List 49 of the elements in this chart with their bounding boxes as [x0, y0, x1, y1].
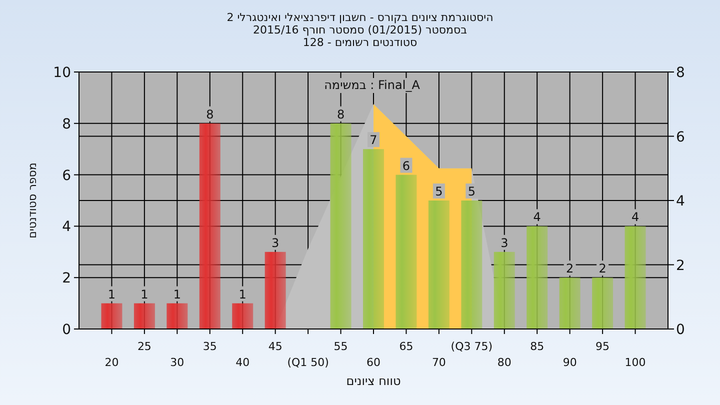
x-tick-label: 95 [596, 340, 610, 353]
y2-tick-label: 0 [676, 322, 685, 338]
data-label: 3 [272, 236, 280, 250]
y2-tick-label: 4 [676, 194, 685, 210]
data-label: 1 [173, 287, 181, 302]
x-tick-label: 25 [137, 340, 152, 353]
y-tick-label: 0 [62, 322, 71, 338]
x-tick-label: 35 [202, 340, 217, 353]
annotation: במשימה : Final_A [324, 78, 421, 92]
x-tick-label: 90 [562, 356, 577, 369]
data-label: 7 [370, 133, 378, 148]
y-tick-label: 4 [62, 219, 72, 236]
chart-subtitle: בסמסטר (01/2015) סמסטר חורף 2015/16 סטודנטים רשומים - 128 [253, 24, 467, 49]
x-tick-label: 20 [104, 356, 119, 369]
y2-tick-label: 8 [676, 65, 685, 81]
x-tick-label: 55 [334, 340, 348, 353]
data-label: 8 [336, 107, 345, 122]
y-tick-label: 10 [53, 65, 71, 81]
y-tick-label: 8 [62, 116, 71, 132]
x-axis-title: טווח ציונים [346, 374, 401, 388]
x-tick-label: 30 [170, 356, 184, 369]
x-tick-label: 85 [530, 340, 544, 353]
x-tick-label: 45 [268, 340, 282, 353]
data-label: 2 [598, 262, 606, 276]
x-tick-label: 80 [497, 356, 512, 369]
data-label: 1 [238, 287, 246, 302]
data-label: 1 [108, 287, 116, 302]
data-label: 3 [500, 236, 508, 250]
y-axis-title: מספר סטודנטים [26, 162, 39, 238]
x-tick-label: 70 [432, 356, 446, 369]
data-label: 1 [140, 287, 148, 302]
x-tick-label: 40 [236, 356, 250, 369]
chart-title: היסטוגרמת ציונים בקורס - חשבון דיפרנציאלי ואינטגרלי 2 [226, 11, 494, 24]
y2-tick-label: 2 [676, 258, 685, 274]
data-label: 5 [468, 184, 476, 198]
x-tick-label: 65 [399, 340, 414, 353]
y2-tick-label: 6 [676, 129, 685, 146]
data-label: 4 [533, 210, 541, 224]
x-tick-label: 60 [366, 356, 380, 369]
data-label: 5 [435, 184, 443, 198]
y-tick-label: 6 [62, 168, 72, 184]
x-tick-label: (Q1 50) [287, 356, 329, 369]
y-tick-label: 2 [62, 270, 71, 287]
data-label: 2 [566, 262, 574, 276]
data-label: 8 [206, 107, 214, 122]
x-tick-label: 100 [624, 356, 646, 369]
data-label: 6 [402, 158, 410, 173]
x-tick-label: (Q3 75) [450, 340, 493, 353]
data-label: 4 [631, 210, 640, 224]
